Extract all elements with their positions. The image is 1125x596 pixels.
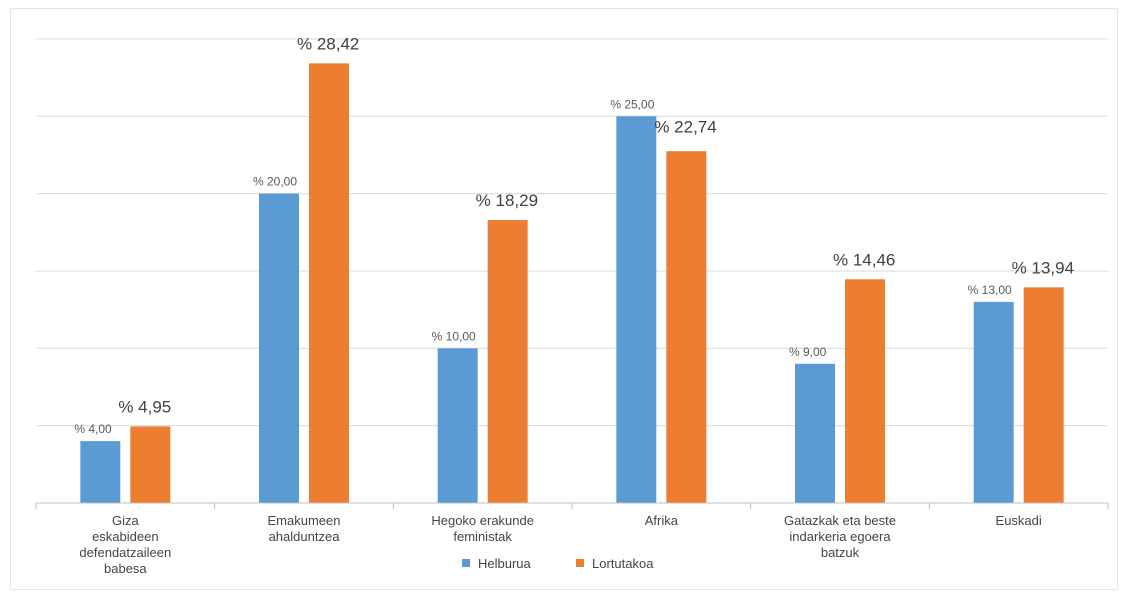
- data-label-helburua: % 20,00: [253, 175, 297, 189]
- category-label: ahalduntzea: [269, 529, 341, 544]
- data-label-helburua: % 4,00: [74, 422, 112, 436]
- bar-helburua: [80, 441, 121, 503]
- legend-label-helburua: Helburua: [478, 556, 532, 571]
- category-label: Euskadi: [996, 513, 1042, 528]
- bar-lortutakoa: [309, 63, 349, 504]
- bar-lortutakoa: [130, 426, 171, 503]
- category-label: eskabideen: [92, 529, 159, 544]
- data-label-helburua: % 10,00: [432, 329, 476, 343]
- legend-swatch-lortutakoa: [576, 559, 584, 567]
- chart-frame: [10, 8, 1118, 590]
- bar-lortutakoa: [845, 279, 885, 503]
- value-labels: % 4,00 % 4,95 % 20,00 % 28,42 % 10,00 % 18,29…: [74, 34, 1074, 436]
- category-label: batzuk: [821, 545, 860, 560]
- data-label-lortutakoa: % 28,42: [297, 34, 359, 53]
- data-label-lortutakoa: % 22,74: [654, 117, 716, 136]
- category-label: feministak: [453, 529, 512, 544]
- gridlines: [36, 38, 1108, 427]
- data-label-lortutakoa: % 14,46: [833, 250, 895, 269]
- data-label-lortutakoa: % 18,29: [476, 191, 538, 210]
- data-label-lortutakoa: % 13,94: [1012, 258, 1074, 277]
- data-label-helburua: % 13,00: [968, 283, 1012, 297]
- category-label: Giza: [112, 513, 140, 528]
- data-label-helburua: % 9,00: [789, 345, 827, 359]
- bar-lortutakoa: [487, 220, 528, 503]
- bar-lortutakoa: [666, 151, 707, 503]
- legend-swatch-helburua: [462, 559, 470, 567]
- category-label: Emakumeen: [268, 513, 341, 528]
- category-label: Gatazkak eta beste: [784, 513, 896, 528]
- category-label: indarkeria egoera: [789, 529, 891, 544]
- bars: [80, 63, 1064, 504]
- bar-helburua: [259, 193, 299, 503]
- data-label-helburua: % 25,00: [610, 97, 654, 111]
- bar-helburua: [973, 301, 1014, 503]
- bar-helburua: [795, 363, 835, 503]
- category-label: babesa: [104, 561, 147, 576]
- x-axis: [35, 502, 1109, 509]
- category-label: defendatzaileen: [79, 545, 171, 560]
- data-label-lortutakoa: % 4,95: [118, 397, 171, 416]
- category-label: Hegoko erakunde: [431, 513, 534, 528]
- legend-label-lortutakoa: Lortutakoa: [592, 556, 654, 571]
- bar-lortutakoa: [1023, 287, 1064, 503]
- bar-helburua: [616, 116, 657, 503]
- bar-helburua: [437, 348, 478, 503]
- category-label: Afrika: [645, 513, 679, 528]
- legend: Helburua Lortutakoa: [462, 556, 654, 571]
